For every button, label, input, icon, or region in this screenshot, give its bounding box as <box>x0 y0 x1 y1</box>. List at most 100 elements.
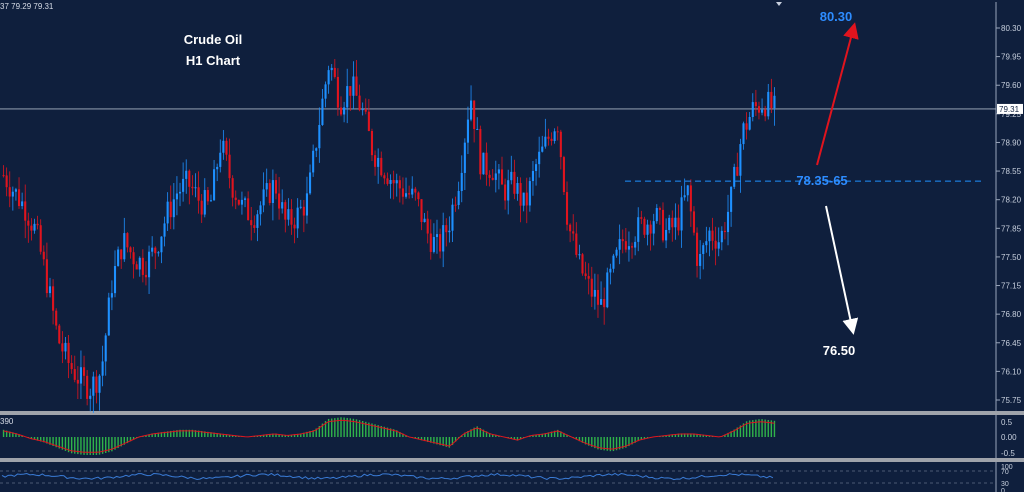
bear-candle <box>24 201 27 221</box>
bull-candle <box>123 233 126 260</box>
rsi-tick-label: 0 <box>1001 488 1005 492</box>
bear-candle <box>572 231 575 234</box>
bull-candle <box>361 109 364 111</box>
bull-candle <box>395 180 398 184</box>
bear-candle <box>129 247 132 253</box>
bear-candle <box>268 183 271 203</box>
bull-candle <box>535 164 538 172</box>
bear-candle <box>42 251 45 260</box>
bull-candle <box>544 136 547 147</box>
bear-candle <box>188 170 191 187</box>
bull-candle <box>497 169 500 174</box>
bear-candle <box>429 233 432 252</box>
bull-candle <box>528 181 531 206</box>
bullish-arrow-icon <box>816 22 859 166</box>
bull-candle <box>343 107 346 115</box>
bear-candle <box>671 217 674 228</box>
bear-candle <box>27 220 30 226</box>
macd-indicator-label: 390 <box>0 417 14 426</box>
bear-candle <box>284 202 287 220</box>
panel-separator-macd <box>0 411 1024 415</box>
bear-candle <box>624 241 627 250</box>
downside-target-label: 76.50 <box>823 343 856 358</box>
bull-candle <box>79 367 82 384</box>
chart-title-timeframe: H1 Chart <box>186 53 241 68</box>
bull-candle <box>117 249 120 267</box>
bull-candle <box>460 172 463 192</box>
bull-candle <box>138 257 141 270</box>
bear-candle <box>513 171 516 194</box>
bear-candle <box>420 199 423 223</box>
bear-candle <box>39 225 42 252</box>
bull-candle <box>271 180 274 203</box>
bear-candle <box>559 131 562 158</box>
bull-candle <box>773 95 776 109</box>
bear-candle <box>581 254 584 274</box>
bear-candle <box>169 201 172 218</box>
bear-candle <box>696 232 699 266</box>
price-tick-label: 76.45 <box>1001 339 1022 348</box>
current-price-tag-text: 79.31 <box>999 105 1020 114</box>
bear-candle <box>364 109 367 112</box>
bull-candle <box>720 230 723 243</box>
bear-candle <box>135 264 138 270</box>
bull-candle <box>404 193 408 197</box>
bear-candle <box>290 209 293 225</box>
bear-candle <box>234 197 237 200</box>
bull-candle <box>315 148 318 151</box>
bull-candle <box>457 191 460 205</box>
bull-candle <box>742 123 745 145</box>
macd-tick-label: 0.00 <box>1001 433 1017 442</box>
bear-candle <box>154 247 157 254</box>
bull-candle <box>708 230 711 242</box>
bull-candle <box>312 150 315 173</box>
bull-candle <box>627 246 630 250</box>
bull-candle <box>516 183 519 194</box>
bull-candle <box>160 236 163 253</box>
candlestick-series <box>2 59 776 413</box>
bull-candle <box>646 224 649 235</box>
bear-candle <box>764 109 767 117</box>
bull-candle <box>442 225 445 252</box>
bear-candle <box>454 204 457 206</box>
bear-candle <box>55 310 58 326</box>
bear-candle <box>58 325 61 344</box>
bull-candle <box>321 98 324 125</box>
bear-candle <box>677 217 680 231</box>
bull-candle <box>730 186 733 212</box>
price-tick-label: 79.95 <box>1001 53 1022 62</box>
chart-shift-marker-icon[interactable] <box>776 2 782 6</box>
bear-candle <box>370 130 374 156</box>
bear-candle <box>293 224 296 229</box>
price-tick-label: 75.75 <box>1001 396 1022 405</box>
bear-candle <box>247 198 250 221</box>
bull-candle <box>609 268 612 273</box>
bear-candle <box>274 180 278 194</box>
bull-candle <box>507 180 510 201</box>
bear-candle <box>144 274 148 278</box>
bull-candle <box>110 293 113 298</box>
price-tick-label: 80.30 <box>1001 24 1022 33</box>
bull-candle <box>262 189 265 206</box>
bull-candle <box>553 131 556 141</box>
bull-candle <box>216 166 219 170</box>
bear-candle <box>398 180 401 189</box>
macd-tick-label: 0.5 <box>1001 418 1013 427</box>
bear-candle <box>61 343 64 352</box>
bull-candle <box>389 179 392 184</box>
bull-candle <box>327 70 330 85</box>
bull-candle <box>593 289 596 297</box>
bull-candle <box>299 206 302 208</box>
bull-candle <box>296 207 299 229</box>
price-tick-label: 79.60 <box>1001 81 1022 90</box>
bull-candle <box>259 205 262 215</box>
bull-candle <box>615 249 618 256</box>
bull-candle <box>522 192 525 206</box>
bear-candle <box>120 249 123 260</box>
bull-candle <box>435 234 439 238</box>
bull-candle <box>761 109 764 113</box>
bear-candle <box>584 273 587 277</box>
bear-candle <box>2 175 5 177</box>
bull-candle <box>213 169 216 201</box>
price-tick-label: 78.90 <box>1001 138 1022 147</box>
